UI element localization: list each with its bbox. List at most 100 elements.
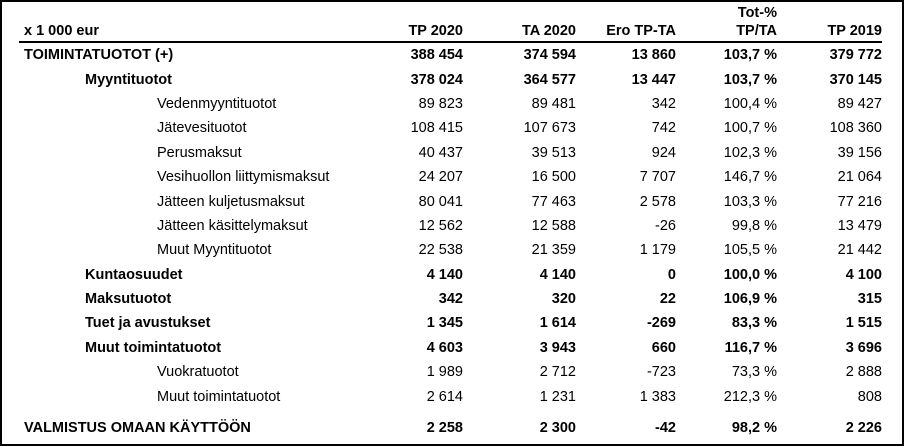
row-value: 1 614 [539, 315, 576, 332]
table-row: Tuet ja avustukset 1 345 1 614 -269 83,3… [19, 311, 882, 335]
row-label-cell: TOIMINTATUOTOT (+) [19, 47, 376, 63]
row-value: 379 772 [829, 47, 882, 64]
column-header-label: Ero TP-TA [606, 23, 676, 39]
column-header-tp-2020: TP 2020 [376, 4, 463, 40]
row-value: 83,3 % [731, 315, 777, 332]
row-value: 342 [651, 95, 676, 112]
row-value: 4 100 [845, 266, 882, 283]
column-header-label: TA 2020 [522, 23, 576, 39]
table-row: Jätevesituotot 108 415 107 673 742 100,7… [19, 116, 882, 140]
row-value: 89 481 [531, 95, 576, 112]
row-label: VALMISTUS OMAAN KÄYTTÖÖN [24, 420, 251, 437]
row-value: 2 300 [539, 420, 576, 437]
row-label-cell: Maksutuotot [19, 291, 376, 307]
row-value: 100,7 % [723, 120, 777, 137]
row-label: Jätteen kuljetusmaksut [157, 193, 305, 210]
table-body: TOIMINTATUOTOT (+) 388 454 374 594 13 86… [19, 43, 882, 440]
column-header-label: TP 2019 [827, 23, 882, 39]
row-label-cell: Muut toimintatuotot [19, 389, 376, 405]
row-label: Vuokratuotot [157, 364, 239, 381]
row-value: 22 538 [418, 242, 463, 259]
row-value: 1 345 [426, 315, 463, 332]
table-row: Muut toimintatuotot 4 603 3 943 660 116,… [19, 336, 882, 360]
row-value: 103,7 % [723, 47, 777, 64]
column-header-ta-2020: TA 2020 [463, 4, 576, 40]
row-label: TOIMINTATUOTOT (+) [24, 47, 174, 64]
row-value: 1 231 [539, 388, 576, 405]
row-label-cell: Kuntaosuudet [19, 267, 376, 283]
row-label-cell: Muut Myyntituotot [19, 242, 376, 258]
row-label-cell: Vuokratuotot [19, 364, 376, 380]
unit-label: x 1 000 eur [24, 23, 99, 39]
row-label: Jätevesituotot [157, 120, 247, 137]
row-value: 4 603 [426, 339, 463, 356]
row-value: 103,3 % [723, 193, 777, 210]
row-label: Muut Myyntituotot [157, 242, 272, 259]
row-label-cell: Perusmaksut [19, 145, 376, 161]
row-value: 21 359 [531, 242, 576, 259]
table-header-row: x 1 000 eur TP 2020 TA 2020 Ero TP-TA To… [19, 2, 882, 43]
row-value: 77 463 [531, 193, 576, 210]
table-row: Myyntituotot 378 024 364 577 13 447 103,… [19, 67, 882, 91]
row-value: 106,9 % [723, 291, 777, 308]
row-value: 2 258 [426, 420, 463, 437]
row-value: 100,0 % [723, 266, 777, 283]
row-value: 1 383 [639, 388, 676, 405]
row-value: 364 577 [523, 71, 576, 88]
row-value: 370 145 [829, 71, 882, 88]
table-row: Perusmaksut 40 437 39 513 924 102,3 % 39… [19, 141, 882, 165]
row-label: Muut toimintatuotot [85, 339, 222, 356]
row-value: 100,4 % [723, 95, 777, 112]
row-value: 378 024 [410, 71, 463, 88]
row-value: 0 [667, 266, 676, 283]
table-row: Vedenmyyntituotot 89 823 89 481 342 100,… [19, 92, 882, 116]
row-value: 39 156 [837, 144, 882, 161]
row-value: 3 696 [845, 339, 882, 356]
row-value: 21 442 [837, 242, 882, 259]
row-value: 116,7 % [724, 339, 777, 356]
table-row: Jätteen käsittelymaksut 12 562 12 588 -2… [19, 214, 882, 238]
table-row: Jätteen kuljetusmaksut 80 041 77 463 2 5… [19, 189, 882, 213]
row-value: 1 989 [426, 364, 463, 381]
row-value: 13 479 [837, 217, 882, 234]
column-header-label: TP 2020 [408, 23, 463, 39]
row-value: 39 513 [531, 144, 576, 161]
row-value: 107 673 [523, 120, 576, 137]
row-value: 12 588 [531, 217, 576, 234]
row-value: 89 823 [418, 95, 463, 112]
row-label: Kuntaosuudet [85, 266, 183, 283]
row-value: 320 [551, 291, 576, 308]
row-label: Myyntituotot [85, 71, 172, 88]
row-value: 2 888 [845, 364, 882, 381]
row-label: Vedenmyyntituotot [157, 95, 277, 112]
row-label-cell: Muut toimintatuotot [19, 340, 376, 356]
table-row: Kuntaosuudet 4 140 4 140 0 100,0 % 4 100 [19, 263, 882, 287]
table-row: Vuokratuotot 1 989 2 712 -723 73,3 % 2 8… [19, 360, 882, 384]
row-value: 40 437 [418, 144, 463, 161]
row-value: 1 179 [639, 242, 676, 259]
table-row: Vesihuollon liittymismaksut 24 207 16 50… [19, 165, 882, 189]
income-statement-table: x 1 000 eur TP 2020 TA 2020 Ero TP-TA To… [19, 2, 882, 440]
row-label-cell: Jätevesituotot [19, 120, 376, 136]
row-value: 98,2 % [731, 420, 777, 437]
row-value: 2 614 [426, 388, 463, 405]
row-value: 388 454 [410, 47, 463, 64]
table-row: Muut Myyntituotot 22 538 21 359 1 179 10… [19, 238, 882, 262]
row-value: 102,3 % [723, 144, 777, 161]
table-row: Maksutuotot 342 320 22 106,9 % 315 [19, 287, 882, 311]
row-value: 108 415 [410, 120, 463, 137]
row-value: 342 [438, 291, 463, 308]
row-value: -42 [655, 420, 676, 437]
column-header-label: TP/TA [736, 23, 777, 39]
row-value: 4 140 [426, 266, 463, 283]
row-value: 7 707 [639, 169, 676, 186]
table-row: TOIMINTATUOTOT (+) 388 454 374 594 13 86… [19, 43, 882, 67]
row-value: 924 [651, 144, 676, 161]
row-value: 808 [857, 388, 882, 405]
row-label: Tuet ja avustukset [85, 315, 211, 332]
row-label-cell: Myyntituotot [19, 72, 376, 88]
row-value: 13 860 [631, 47, 676, 64]
row-value: 1 515 [845, 315, 882, 332]
row-value: 2 578 [639, 193, 676, 210]
